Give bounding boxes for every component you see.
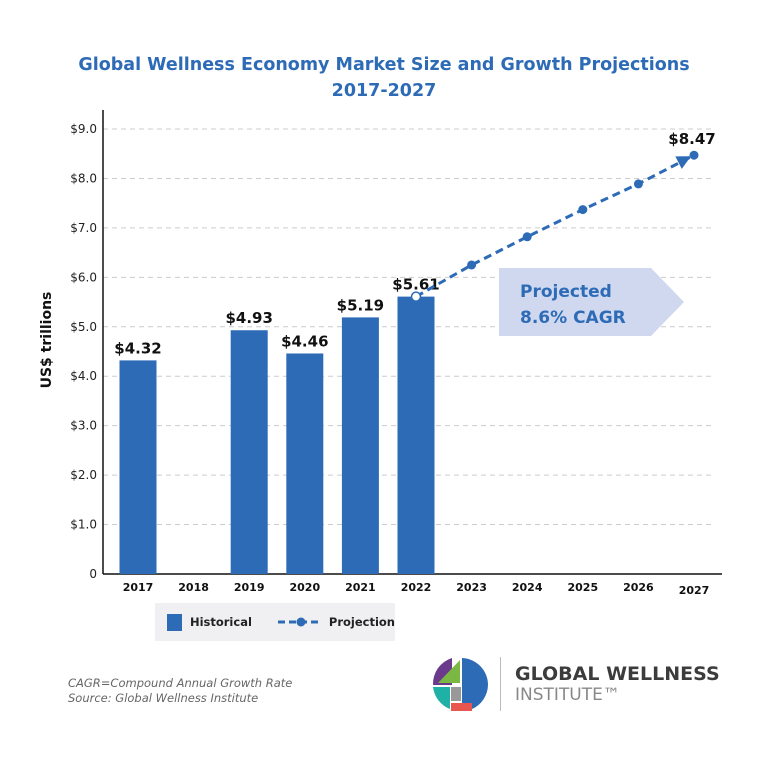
legend-projection-icon (277, 617, 321, 627)
cagr-callout-line2: 8.6% CAGR (520, 308, 626, 328)
x-tick-label: 2027 (679, 584, 710, 597)
y-tick-label: $4.0 (70, 369, 97, 383)
bar-2021 (341, 317, 379, 574)
title-line: Global Wellness Economy Market Size and … (78, 55, 690, 75)
logo-mark-icon (432, 658, 488, 711)
projection-line (415, 153, 695, 298)
chart-title: Global Wellness Economy Market Size and … (0, 52, 768, 104)
x-tick-label: 2025 (567, 581, 598, 594)
y-tick-label: $7.0 (70, 221, 97, 235)
cagr-callout-line1: Projected (520, 282, 612, 302)
x-tick-label: 2022 (401, 581, 432, 594)
y-tick-label: 0 (89, 567, 97, 581)
bar-value-label: $4.46 (281, 332, 328, 350)
bar-2019 (230, 330, 268, 574)
projection-value-label: $8.47 (668, 130, 715, 148)
legend-projection-label: Projection (328, 615, 395, 629)
y-tick-label: $9.0 (70, 122, 97, 136)
x-tick-label: 2017 (123, 581, 154, 594)
y-tick-label: $5.0 (70, 320, 97, 334)
projection-point-2024 (522, 232, 532, 242)
x-tick-label: 2020 (289, 581, 320, 594)
source-note: Source: Global Wellness Institute (68, 691, 259, 705)
bar-2020 (286, 353, 324, 574)
projection-arrowhead (675, 156, 691, 169)
y-tick-label: $8.0 (70, 171, 97, 185)
legend-historical-label: Historical (189, 615, 252, 629)
bar-value-label: $5.19 (337, 296, 384, 314)
projection-point-2026 (633, 179, 643, 189)
bar-2022 (397, 296, 435, 574)
y-axis-label: US$ trillions (39, 292, 55, 389)
logo-sub: INSTITUTE™ (515, 685, 620, 705)
cagr-note: CAGR=Compound Annual Growth Rate (68, 676, 293, 690)
logo-name: GLOBAL WELLNESS (515, 663, 720, 685)
bar-value-label: $5.61 (392, 276, 439, 294)
projection-point-2025 (578, 205, 588, 215)
projection-point-2023 (467, 260, 477, 270)
y-tick-label: $6.0 (70, 270, 97, 284)
footnotes: CAGR=Compound Annual Growth Rate Source:… (68, 676, 292, 706)
subtitle-line: 2017-2027 (331, 81, 437, 101)
legend: Historical Projection (155, 603, 395, 641)
cagr-callout (499, 268, 684, 336)
logo-divider (500, 657, 501, 711)
x-tick-label: 2026 (623, 581, 654, 594)
y-tick-label: $2.0 (70, 468, 97, 482)
y-tick-label: $3.0 (70, 419, 97, 433)
bar-2017 (119, 360, 157, 574)
x-tick-label: 2019 (234, 581, 265, 594)
bar-value-label: $4.32 (114, 339, 161, 357)
legend-historical-swatch (167, 613, 182, 631)
y-tick-label: $1.0 (70, 518, 97, 532)
bar-value-label: $4.93 (225, 309, 272, 327)
gwi-logo: GLOBAL WELLNESS INSTITUTE™ (430, 655, 730, 715)
projection-point-2022 (410, 291, 422, 302)
x-tick-label: 2021 (345, 581, 376, 594)
x-tick-label: 2024 (512, 581, 543, 594)
projection-point-2027 (689, 150, 699, 160)
x-tick-label: 2023 (456, 581, 487, 594)
x-tick-label: 2018 (178, 581, 209, 594)
